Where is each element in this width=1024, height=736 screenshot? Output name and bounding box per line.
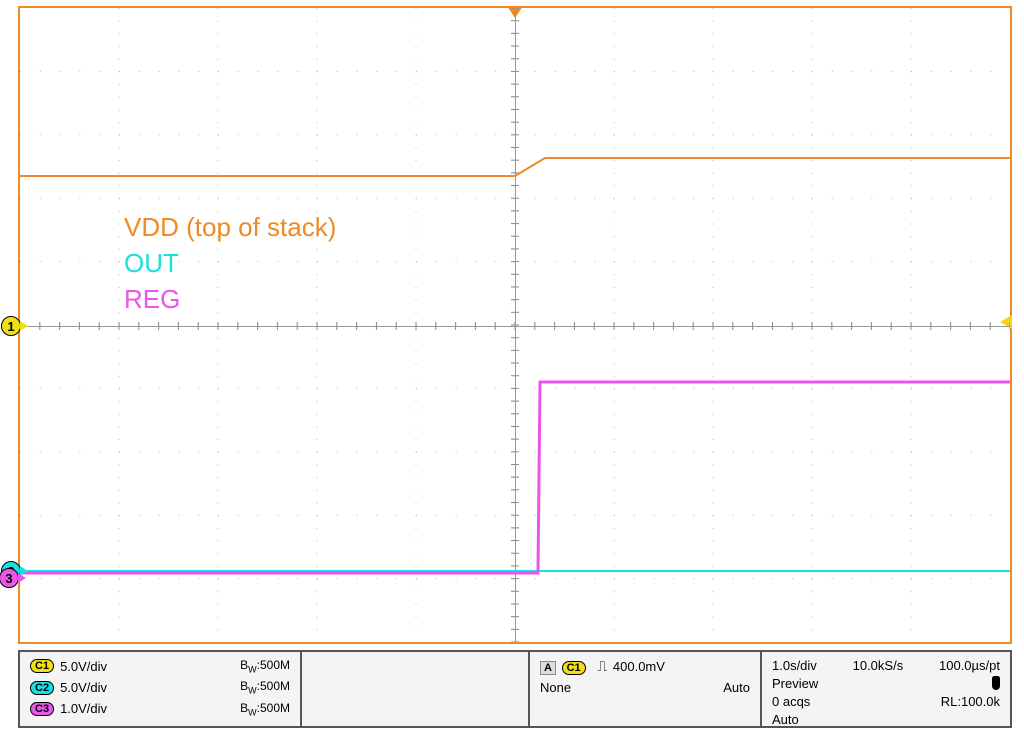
- time-per-point: 100.0µs/pt: [939, 658, 1000, 673]
- rising-edge-icon: ⎍: [595, 658, 609, 675]
- trace-label: REG: [124, 284, 180, 315]
- channel-marker-1: 1: [1, 316, 21, 336]
- trigger-level: 400.0mV: [613, 659, 665, 674]
- record-length: RL:100.0k: [941, 694, 1000, 709]
- oscilloscope-plot: 123 VDD (top of stack)OUTREG: [18, 6, 1012, 644]
- trace-reg: [20, 382, 1010, 573]
- trace-vdd: [20, 158, 1010, 176]
- trigger-settings-panel: A C1 ⎍ 400.0mV None Auto: [530, 652, 762, 726]
- status-bar: C1 5.0V/div BW:500M C2 5.0V/div BW:500M C3 1.0V…: [18, 650, 1012, 728]
- channel-status-row: C2 5.0V/div BW:500M: [30, 679, 290, 695]
- time-per-div: 1.0s/div: [772, 658, 817, 673]
- run-mode: Preview: [772, 676, 818, 691]
- channel-scale: 5.0V/div: [60, 680, 107, 695]
- trigger-source-badge: C1: [562, 661, 586, 675]
- acq-count: 0 acqs: [772, 694, 810, 709]
- channel-badge: C2: [30, 681, 54, 695]
- channel-scale: 5.0V/div: [60, 659, 107, 674]
- trigger-mode: Auto: [723, 680, 750, 695]
- timebase-panel: 1.0s/div 10.0kS/s 100.0µs/pt Preview 0 a…: [762, 652, 1010, 726]
- waveform-traces: [20, 8, 1010, 642]
- channel-scale: 1.0V/div: [60, 701, 107, 716]
- trigger-coupling: None: [540, 680, 571, 695]
- channel-bandwidth: BW:500M: [240, 658, 290, 674]
- channel-status-row: C3 1.0V/div BW:500M: [30, 701, 290, 717]
- channel-marker-3: 3: [0, 568, 19, 588]
- trigger-a-badge: A: [540, 661, 556, 675]
- trace-label: VDD (top of stack): [124, 212, 336, 243]
- channel-bandwidth: BW:500M: [240, 679, 290, 695]
- trace-label: OUT: [124, 248, 179, 279]
- status-spacer: [302, 652, 530, 726]
- sample-rate: 10.0kS/s: [853, 658, 904, 673]
- channel-badge: C1: [30, 659, 54, 673]
- acq-trigger-mode: Auto: [772, 712, 799, 727]
- channel-settings-panel: C1 5.0V/div BW:500M C2 5.0V/div BW:500M C3 1.0V…: [20, 652, 302, 726]
- channel-badge: C3: [30, 702, 54, 716]
- channel-bandwidth: BW:500M: [240, 701, 290, 717]
- channel-status-row: C1 5.0V/div BW:500M: [30, 658, 290, 674]
- thermometer-icon: [992, 676, 1000, 690]
